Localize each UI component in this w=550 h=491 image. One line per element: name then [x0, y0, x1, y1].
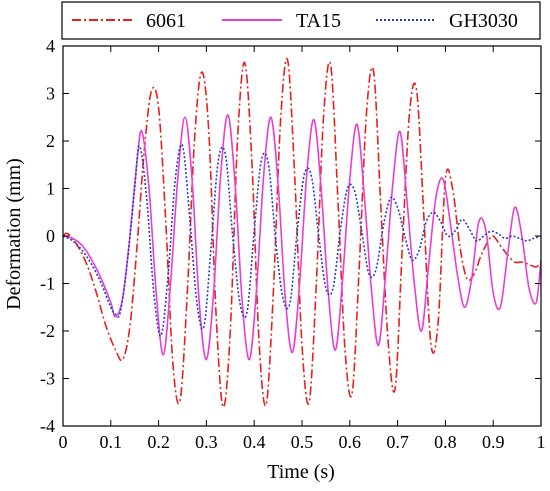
y-axis: -4 -3 -2 -1 0 1 2 3 4 — [40, 36, 541, 436]
legend: 6061 TA15 GH3030 — [61, 1, 541, 40]
y-tick-label: -3 — [40, 369, 55, 389]
x-tick-label: 0.6 — [339, 432, 362, 452]
x-tick-label: 0 — [59, 432, 68, 452]
x-tick-label: 0.4 — [243, 432, 266, 452]
y-tick-label: 4 — [46, 36, 55, 56]
x-tick-label: 0.2 — [147, 432, 170, 452]
series-line-6061 — [62, 57, 542, 408]
x-tick-label: 0.9 — [482, 432, 505, 452]
plot-area: 0 0.1 0.2 0.3 0.4 0.5 0.6 0.7 0.8 0.9 1 -4 -3 -2 -1 0 1… — [40, 36, 546, 452]
y-tick-label: 2 — [46, 131, 55, 151]
legend-frame — [61, 1, 541, 40]
x-tick-label: 0.8 — [434, 432, 457, 452]
x-tick-label: 0.5 — [291, 432, 314, 452]
series-line-gh3030 — [62, 143, 542, 337]
y-tick-label: -4 — [40, 416, 55, 436]
x-tick-label: 0.3 — [195, 432, 218, 452]
y-tick-label: 1 — [46, 179, 55, 199]
legend-label-ta15: TA15 — [296, 10, 341, 32]
y-axis-title: Deformation (mm) — [3, 158, 25, 310]
x-axis-title: Time (s) — [267, 461, 335, 483]
series-layer — [62, 57, 542, 408]
x-tick-label: 0.7 — [386, 432, 409, 452]
x-tick-label: 0.1 — [100, 432, 123, 452]
legend-label-6061: 6061 — [146, 10, 186, 32]
legend-label-gh3030: GH3030 — [449, 10, 518, 32]
x-axis: 0 0.1 0.2 0.3 0.4 0.5 0.6 0.7 0.8 0.9 1 — [59, 46, 546, 452]
y-tick-label: -2 — [40, 321, 55, 341]
x-tick-label: 1 — [537, 432, 546, 452]
y-tick-label: 0 — [46, 226, 55, 246]
series-line-ta15 — [62, 114, 542, 361]
y-tick-label: -1 — [40, 274, 55, 294]
y-tick-label: 3 — [46, 84, 55, 104]
